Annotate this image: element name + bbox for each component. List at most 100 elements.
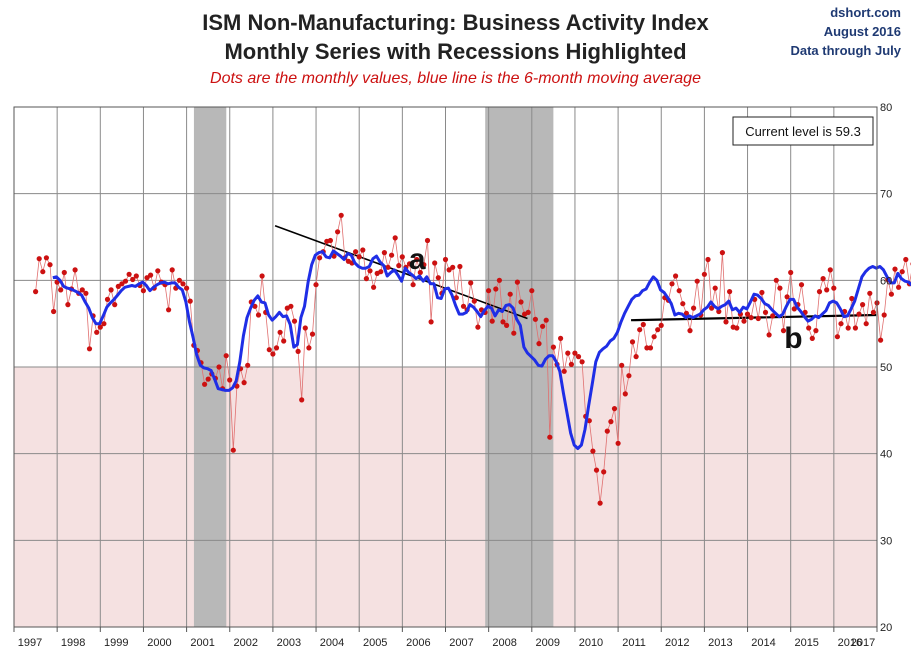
x-tick-label: 2014 (751, 637, 775, 649)
monthly-value-dot (205, 376, 211, 382)
monthly-value-dot (130, 276, 136, 283)
monthly-value-dot (701, 271, 708, 277)
monthly-value-dot (838, 321, 844, 327)
monthly-value-dot (547, 434, 553, 440)
monthly-value-dot (291, 318, 298, 324)
x-tick-label: 2001 (190, 637, 214, 649)
monthly-value-dot (565, 350, 571, 356)
monthly-value-dot (122, 278, 129, 284)
monthly-value-dot (867, 290, 873, 296)
monthly-value-dot (806, 325, 812, 331)
monthly-value-dot (367, 268, 373, 274)
monthly-value-dot (101, 321, 107, 327)
monthly-value-dot (888, 291, 895, 297)
monthly-value-dot (58, 287, 64, 293)
monthly-value-dot (896, 284, 902, 290)
monthly-value-dot (385, 264, 391, 270)
monthly-value-dot (727, 289, 733, 295)
monthly-value-dot (784, 294, 790, 300)
monthly-value-dot (155, 268, 161, 274)
monthly-value-dot (694, 278, 700, 284)
monthly-value-dot (133, 273, 139, 279)
monthly-value-dot (676, 288, 682, 294)
monthly-value-dot (827, 267, 833, 273)
monthly-value-dot (504, 322, 510, 328)
x-tick-label: 1999 (104, 637, 128, 649)
monthly-value-dot (51, 308, 57, 315)
monthly-value-dot (640, 321, 646, 328)
monthly-value-dot (651, 334, 657, 340)
monthly-value-dot (637, 327, 643, 333)
monthly-value-dot (227, 377, 233, 383)
monthly-value-dot (791, 306, 797, 312)
monthly-value-dot (140, 288, 146, 294)
monthly-value-dot (852, 325, 859, 331)
monthly-value-dot (741, 318, 747, 324)
monthly-value-dot (356, 254, 362, 260)
monthly-value-dot (647, 345, 654, 351)
monthly-value-dot (626, 373, 632, 379)
y-tick-label: 50 (880, 362, 892, 374)
monthly-value-dot (593, 467, 600, 473)
monthly-value-dot (604, 428, 610, 434)
x-tick-label: 2017 (851, 637, 875, 649)
monthly-value-dot (273, 345, 280, 351)
monthly-value-dot (558, 335, 564, 341)
monthly-value-dot (47, 262, 53, 268)
y-tick-label: 20 (880, 622, 892, 634)
monthly-value-dot (126, 271, 132, 277)
monthly-value-dot (306, 345, 312, 351)
monthly-value-dot (410, 282, 416, 288)
monthly-value-dot (435, 275, 441, 281)
monthly-value-dot (518, 299, 524, 305)
chart-title: ISM Non-Manufacturing: Business Activity… (202, 10, 709, 35)
monthly-value-dot (112, 302, 118, 308)
monthly-value-dot (299, 397, 305, 403)
monthly-value-dot (184, 285, 190, 291)
monthly-value-dot (119, 281, 125, 287)
monthly-value-dot (540, 323, 546, 329)
monthly-value-dot (144, 275, 150, 281)
monthly-value-dot (629, 339, 636, 345)
monthly-value-dot (687, 328, 693, 334)
y-tick-label: 40 (880, 449, 892, 461)
monthly-value-dot (619, 362, 625, 368)
monthly-value-dot (381, 250, 387, 256)
monthly-value-dot (762, 309, 769, 315)
monthly-value-dot (770, 313, 776, 319)
monthly-value-dot (579, 359, 585, 365)
x-tick-label: 2004 (320, 637, 344, 649)
monthly-value-dot (457, 263, 463, 270)
x-tick-label: 2007 (449, 637, 473, 649)
monthly-value-dot (281, 338, 287, 344)
x-tick-label: 2006 (406, 637, 430, 649)
monthly-value-dot (496, 277, 502, 283)
monthly-value-dot (115, 283, 121, 289)
monthly-value-dot (766, 332, 772, 338)
source-note: Data through July (790, 43, 901, 58)
monthly-value-dot (870, 309, 877, 315)
monthly-value-dot (673, 273, 679, 279)
monthly-value-dot (460, 303, 467, 309)
monthly-value-dot (230, 447, 236, 453)
monthly-value-dot (500, 319, 506, 325)
monthly-value-dot (432, 260, 438, 266)
monthly-value-dot (223, 353, 229, 359)
y-tick-label: 80 (880, 102, 892, 114)
monthly-value-dot (543, 317, 549, 323)
monthly-value-dot (266, 347, 272, 353)
monthly-value-dot (813, 328, 819, 334)
y-tick-label: 30 (880, 535, 892, 547)
monthly-value-dot (486, 288, 492, 294)
chart-title-line2: Monthly Series with Recessions Highlight… (224, 39, 687, 64)
y-tick-label: 70 (880, 189, 892, 201)
monthly-value-dot (611, 406, 618, 412)
moving-average-line (52, 249, 911, 450)
monthly-value-dot (166, 307, 172, 313)
trendline-b-label: b (784, 322, 802, 355)
monthly-value-dot (406, 261, 413, 267)
monthly-value-dot (845, 325, 851, 331)
monthly-value-dot (597, 500, 603, 506)
monthly-value-dot (86, 346, 93, 352)
